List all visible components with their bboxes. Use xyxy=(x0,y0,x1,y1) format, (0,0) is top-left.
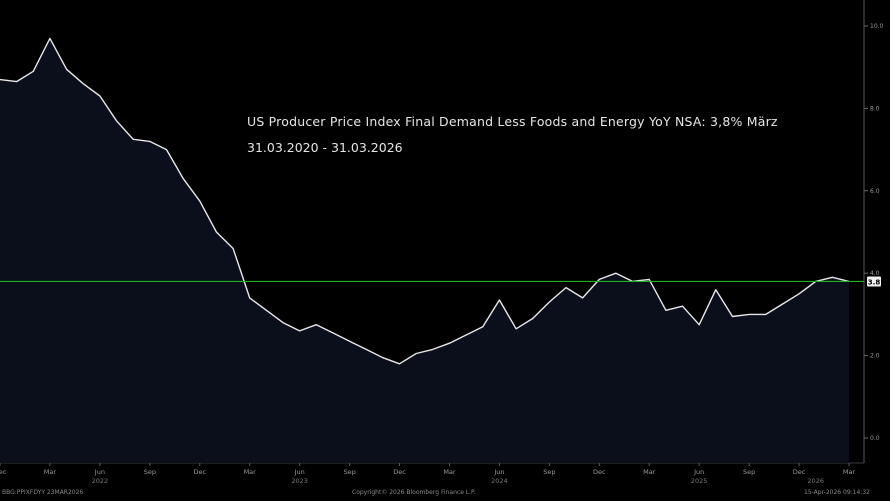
x-tick-label: Dec xyxy=(0,468,7,476)
y-tick-label: 8.0 xyxy=(870,105,880,112)
x-tick-label: Mar xyxy=(643,468,656,476)
series-line xyxy=(0,37,850,365)
x-tick-label: Dec xyxy=(793,468,806,476)
x-tick-label: Dec xyxy=(193,468,206,476)
x-tick-label: Jun xyxy=(94,468,105,476)
x-tick-label: Mar xyxy=(244,468,257,476)
footer-ticker: BBG:PPIXFDYY 23MAR2026 xyxy=(2,489,84,496)
y-tick-label: 10.0 xyxy=(870,23,884,30)
x-tick-label: Sep xyxy=(743,468,755,476)
chart-subtitle: 31.03.2020 - 31.03.2026 xyxy=(247,140,403,155)
x-tick-label: Sep xyxy=(144,468,156,476)
y-tick-label: 2.0 xyxy=(870,353,880,360)
x-year-label: 2022 xyxy=(92,477,109,485)
current-value-label: 3.8 xyxy=(868,278,881,286)
series-ppi xyxy=(0,37,850,464)
footer-timestamp: 15-Apr-2026 09:14:32 xyxy=(804,489,870,496)
chart-title: US Producer Price Index Final Demand Les… xyxy=(247,114,778,129)
reference-line-group: 3.8 xyxy=(0,276,881,287)
x-tick-label: Jun xyxy=(693,468,704,476)
x-tick-label: Mar xyxy=(44,468,57,476)
x-year-label: 2024 xyxy=(491,477,508,485)
y-tick-label: 6.0 xyxy=(870,188,880,195)
x-tick-label: Sep xyxy=(543,468,555,476)
x-year-label: 2025 xyxy=(691,477,708,485)
y-tick-label: 4.0 xyxy=(870,270,880,277)
x-tick-label: Sep xyxy=(343,468,355,476)
x-axis: Dec Mar Jun Sep Dec Mar Jun Sep Dec Mar Jun Sep Dec M… xyxy=(0,463,855,485)
x-tick-label: Mar xyxy=(443,468,456,476)
series-area xyxy=(0,38,849,464)
x-year-label: 2026 xyxy=(807,477,824,485)
x-tick-label: Jun xyxy=(294,468,305,476)
x-year-label: 2023 xyxy=(291,477,308,485)
footer-copyright: Copyright© 2026 Bloomberg Finance L.P. xyxy=(352,489,476,496)
current-value-box xyxy=(867,276,881,287)
x-tick-label: Dec xyxy=(393,468,406,476)
y-axis: 0.0 2.0 4.0 6.0 8.0 10.0 xyxy=(864,23,884,442)
x-tick-label: Dec xyxy=(593,468,606,476)
x-tick-label: Mar xyxy=(843,468,856,476)
y-tick-label: 0.0 xyxy=(870,435,880,442)
x-tick-label: Jun xyxy=(493,468,504,476)
